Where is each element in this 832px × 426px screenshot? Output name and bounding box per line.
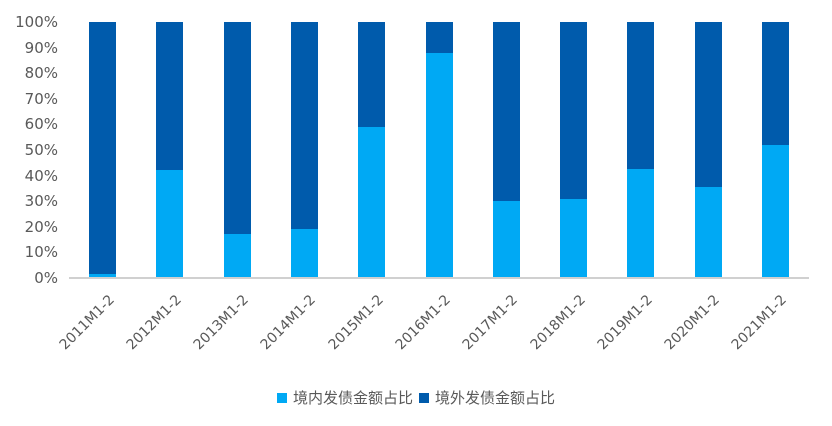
- y-tick-label: 40%: [24, 166, 58, 185]
- bar-segment-domestic: [492, 201, 520, 278]
- bar-2021M1-2: [761, 22, 789, 278]
- bar-2014M1-2: [290, 22, 318, 278]
- legend-swatch-domestic: [276, 392, 287, 403]
- bar-segment-domestic: [761, 144, 789, 278]
- bar-segment-foreign: [89, 22, 117, 275]
- legend-item-foreign: 境外发债金额占比: [419, 387, 555, 408]
- legend-label-domestic: 境内发债金额占比: [292, 389, 413, 407]
- y-tick-label: 70%: [24, 89, 58, 108]
- y-tick-label: 60%: [24, 115, 58, 134]
- bar-segment-foreign: [492, 22, 520, 202]
- y-tick-label: 80%: [24, 64, 58, 83]
- x-axis-line: [69, 277, 809, 279]
- bar-segment-foreign: [223, 22, 251, 235]
- legend-swatch-foreign: [419, 392, 429, 403]
- y-tick-label: 10%: [24, 243, 58, 262]
- bar-segment-domestic: [694, 187, 722, 278]
- x-tick-label: 2017M1-2: [459, 292, 522, 354]
- legend-item-domestic: 境内发债金额占比: [276, 387, 413, 408]
- bar-2016M1-2: [425, 22, 453, 278]
- bar-2018M1-2: [560, 22, 588, 278]
- x-tick-label: 2012M1-2: [123, 292, 185, 354]
- bar-segment-domestic: [223, 234, 251, 278]
- bar-2015M1-2: [358, 22, 386, 278]
- bar-segment-foreign: [358, 22, 386, 127]
- y-tick-label: 90%: [24, 38, 58, 57]
- legend: 境内发债金额占比 境外发债金额占比: [0, 387, 832, 408]
- bar-segment-foreign: [560, 22, 588, 199]
- y-tick-label: 100%: [15, 13, 58, 31]
- y-tick-label: 20%: [24, 217, 58, 236]
- bar-segment-foreign: [694, 22, 722, 188]
- bar-2013M1-2: [223, 22, 251, 278]
- y-tick-label: 50%: [24, 141, 58, 159]
- x-tick-label: 2013M1-2: [190, 292, 253, 354]
- y-tick-label: 0%: [34, 269, 58, 287]
- x-tick-label: 2015M1-2: [325, 292, 387, 354]
- legend-label-foreign: 境外发债金额占比: [435, 389, 556, 407]
- bar-segment-domestic: [425, 52, 453, 278]
- bar-2011M1-2: [89, 22, 117, 278]
- bar-segment-foreign: [761, 22, 789, 145]
- bar-2019M1-2: [627, 22, 655, 278]
- x-tick-label: 2020M1-2: [661, 292, 723, 354]
- bar-2017M1-2: [492, 22, 520, 278]
- x-tick-label: 2021M1-2: [729, 292, 791, 354]
- bar-segment-foreign: [156, 22, 184, 171]
- bar-segment-domestic: [156, 170, 184, 278]
- bar-segment-domestic: [627, 169, 655, 278]
- bar-segment-foreign: [290, 22, 318, 230]
- y-tick-label: 30%: [24, 192, 58, 211]
- bar-2020M1-2: [694, 22, 722, 278]
- bar-segment-domestic: [560, 198, 588, 278]
- bar-segment-domestic: [290, 229, 318, 278]
- x-tick-label: 2014M1-2: [258, 292, 320, 354]
- x-tick-label: 2018M1-2: [527, 292, 589, 354]
- bar-segment-foreign: [425, 22, 453, 53]
- x-tick-label: 2016M1-2: [392, 292, 454, 354]
- bar-segment-domestic: [89, 274, 117, 278]
- x-tick-label: 2011M1-2: [56, 292, 118, 354]
- bar-segment-domestic: [358, 126, 386, 278]
- bar-segment-foreign: [627, 22, 655, 170]
- bar-2012M1-2: [156, 22, 184, 278]
- x-tick-label: 2019M1-2: [594, 292, 656, 354]
